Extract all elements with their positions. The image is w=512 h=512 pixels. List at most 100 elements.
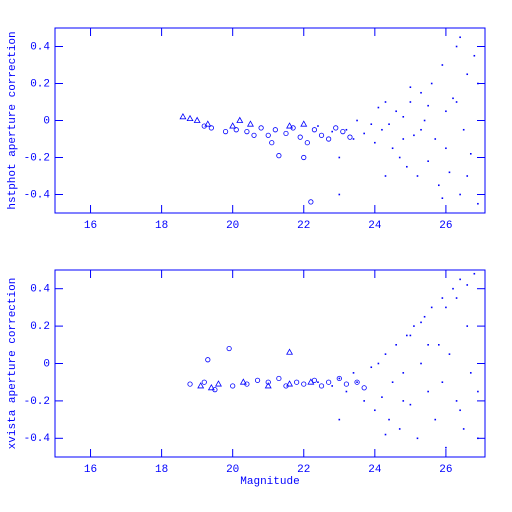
circle-point — [208, 125, 214, 131]
x-tick-label: 20 — [226, 464, 239, 476]
dot-point — [477, 437, 479, 440]
dot-point — [455, 45, 458, 48]
circle-point — [265, 379, 271, 385]
circle-point — [340, 129, 346, 135]
y-axis-label: hstphot aperture correction — [7, 31, 19, 209]
dot-point — [452, 97, 454, 100]
dot-point — [338, 377, 341, 380]
dot-point — [459, 36, 461, 39]
dot-point — [427, 160, 429, 162]
dot-point — [459, 278, 461, 281]
dot-point — [338, 193, 341, 196]
circle-point — [283, 130, 289, 137]
dot-point — [473, 272, 476, 275]
y-tick-label: -0.4 — [24, 433, 51, 445]
circle-point — [226, 345, 232, 352]
dot-point — [473, 54, 476, 57]
circle-point — [294, 379, 300, 385]
dot-point — [395, 344, 397, 346]
dot-point — [413, 325, 415, 327]
dot-point — [438, 184, 440, 187]
dot-point — [331, 385, 333, 387]
dot-point — [441, 297, 444, 299]
dot-point — [466, 175, 469, 177]
dot-point — [466, 73, 469, 76]
circle-point — [301, 381, 307, 387]
y-tick-label: 0.2 — [30, 78, 50, 90]
dot-point — [455, 400, 458, 402]
circle-point — [233, 127, 239, 133]
x-tick-label: 24 — [368, 464, 382, 476]
dot-point — [441, 381, 444, 383]
circle-point — [251, 132, 257, 138]
dot-point — [409, 101, 412, 103]
y-tick-label: 0.2 — [30, 321, 50, 333]
dot-point — [409, 403, 412, 406]
triangle-point — [179, 112, 187, 120]
circle-point — [244, 129, 250, 135]
dot-point — [459, 409, 461, 412]
dot-point — [406, 334, 408, 337]
circle-point — [244, 381, 250, 387]
dot-point — [445, 446, 447, 449]
triangle-point — [264, 382, 272, 389]
dot-point — [420, 128, 422, 131]
triangle-point — [197, 382, 205, 389]
x-tick-label: 20 — [226, 220, 239, 232]
dot-point — [420, 321, 422, 324]
dot-point — [477, 390, 479, 393]
triangle-point — [286, 122, 294, 129]
dot-point — [384, 175, 387, 177]
triangle-point — [193, 116, 201, 123]
dot-point — [416, 437, 419, 440]
dot-point — [448, 353, 451, 355]
dot-point — [445, 306, 447, 309]
dot-point — [455, 297, 458, 299]
circle-point — [290, 125, 296, 131]
circle-point — [347, 134, 353, 140]
x-tick-label: 26 — [439, 464, 452, 476]
dot-point — [338, 156, 341, 159]
dot-point — [398, 156, 401, 159]
circle-point — [301, 154, 307, 161]
triangle-point — [236, 116, 244, 123]
dot-point — [395, 110, 397, 113]
triangle-point — [239, 378, 247, 385]
dot-point — [345, 128, 348, 131]
dot-point — [413, 134, 415, 137]
dot-point — [427, 390, 429, 393]
dot-point — [427, 104, 429, 107]
dot-point — [441, 197, 444, 199]
x-axis-label: Magnitude — [240, 476, 299, 488]
x-tick-label: 16 — [84, 464, 97, 476]
circle-point — [336, 375, 342, 382]
circle-point — [318, 132, 325, 138]
dot-point — [477, 82, 479, 85]
x-tick-label: 22 — [297, 464, 310, 476]
triangle-point — [214, 380, 222, 387]
dot-point — [384, 353, 387, 355]
dot-point — [363, 400, 365, 402]
dot-point — [423, 315, 426, 318]
dot-point — [462, 128, 465, 131]
dot-point — [430, 306, 433, 309]
dot-point — [423, 119, 426, 122]
circle-point — [333, 125, 339, 131]
dot-point — [434, 418, 437, 421]
dot-point — [445, 147, 447, 150]
dot-point — [381, 128, 383, 131]
dot-point — [391, 147, 394, 150]
dot-point — [402, 400, 405, 402]
circle-point — [318, 383, 325, 389]
circle-point — [205, 357, 211, 363]
dot-point — [331, 130, 333, 133]
dot-point — [352, 372, 355, 374]
dot-point — [356, 119, 358, 122]
dot-point — [455, 101, 458, 103]
circle-point — [258, 125, 264, 131]
circle-point — [201, 379, 207, 385]
circle-point — [361, 385, 367, 391]
dot-point — [462, 428, 465, 430]
panel: 16 18 20 22 24 26 -0.4 -0.2 0 0.2 0.4 hstphot apert… — [7, 27, 486, 232]
dot-point — [384, 101, 387, 103]
